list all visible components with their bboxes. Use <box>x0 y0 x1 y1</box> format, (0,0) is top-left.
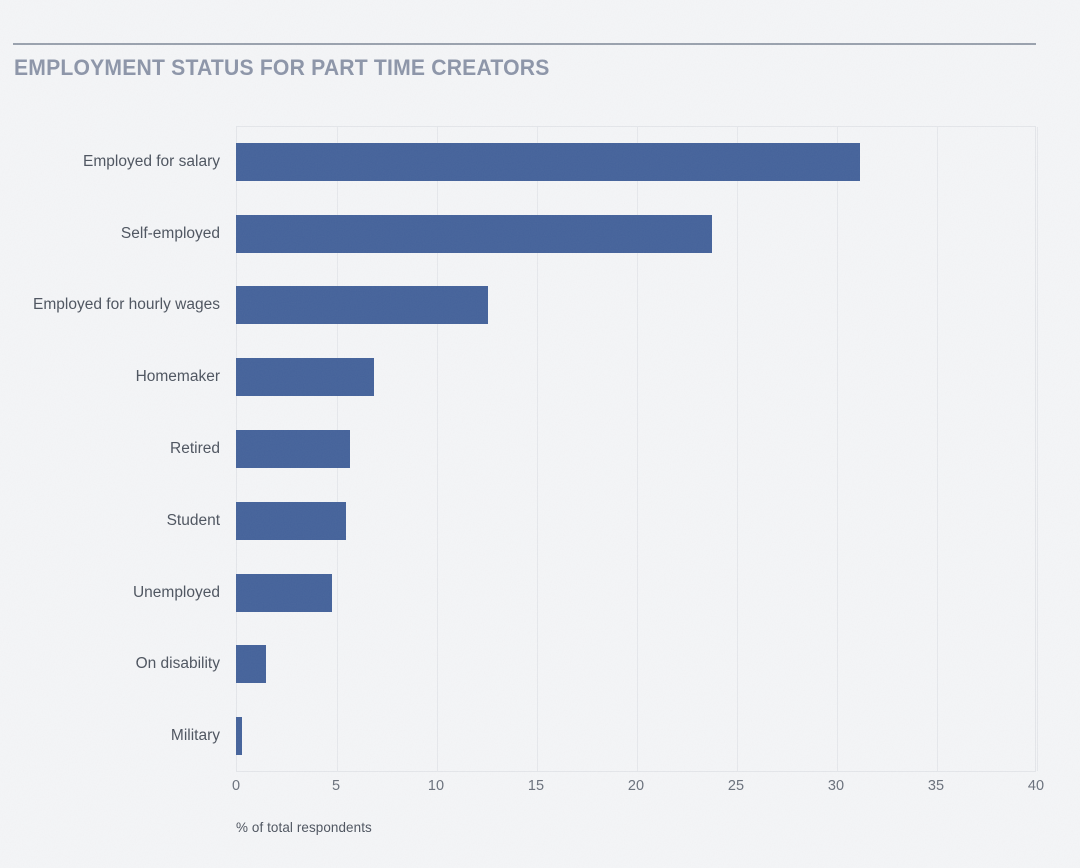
x-tick-label: 20 <box>627 778 645 794</box>
bar[interactable] <box>236 573 332 612</box>
x-tick-label: 15 <box>527 778 545 794</box>
bar[interactable] <box>236 358 374 397</box>
bar[interactable] <box>236 501 346 540</box>
y-axis-label: Unemployed <box>132 583 220 601</box>
y-axis-label: Self-employed <box>120 224 220 242</box>
x-tick-label: 0 <box>231 778 241 794</box>
y-axis-label: Employed for hourly wages <box>33 296 220 314</box>
x-tick-label: 30 <box>827 778 845 794</box>
bar[interactable] <box>236 142 860 181</box>
x-tick-label: 10 <box>427 778 445 794</box>
y-axis-label: On disability <box>135 655 220 673</box>
y-axis-label: Employed for salary <box>83 152 220 170</box>
x-tick-label: 25 <box>727 778 745 794</box>
bar[interactable] <box>236 286 488 325</box>
bar[interactable] <box>236 430 350 468</box>
y-axis-label: Retired <box>170 440 220 457</box>
x-tick-label: 35 <box>927 778 945 794</box>
y-axis-label: Homemaker <box>135 368 220 386</box>
x-tick-label: 40 <box>1027 778 1045 794</box>
x-tick-label: 5 <box>331 778 341 794</box>
bar[interactable] <box>236 645 266 684</box>
y-axis-label: Student <box>166 511 220 529</box>
x-axis-title: % of total respondents <box>236 819 372 835</box>
bar[interactable] <box>236 214 712 253</box>
bar-series <box>236 126 1036 772</box>
page-title: EMPLOYMENT STATUS FOR PART TIME CREATORS <box>14 55 550 80</box>
header-divider <box>13 43 1036 45</box>
bar[interactable] <box>236 717 242 756</box>
y-axis-label: Military <box>170 727 220 745</box>
